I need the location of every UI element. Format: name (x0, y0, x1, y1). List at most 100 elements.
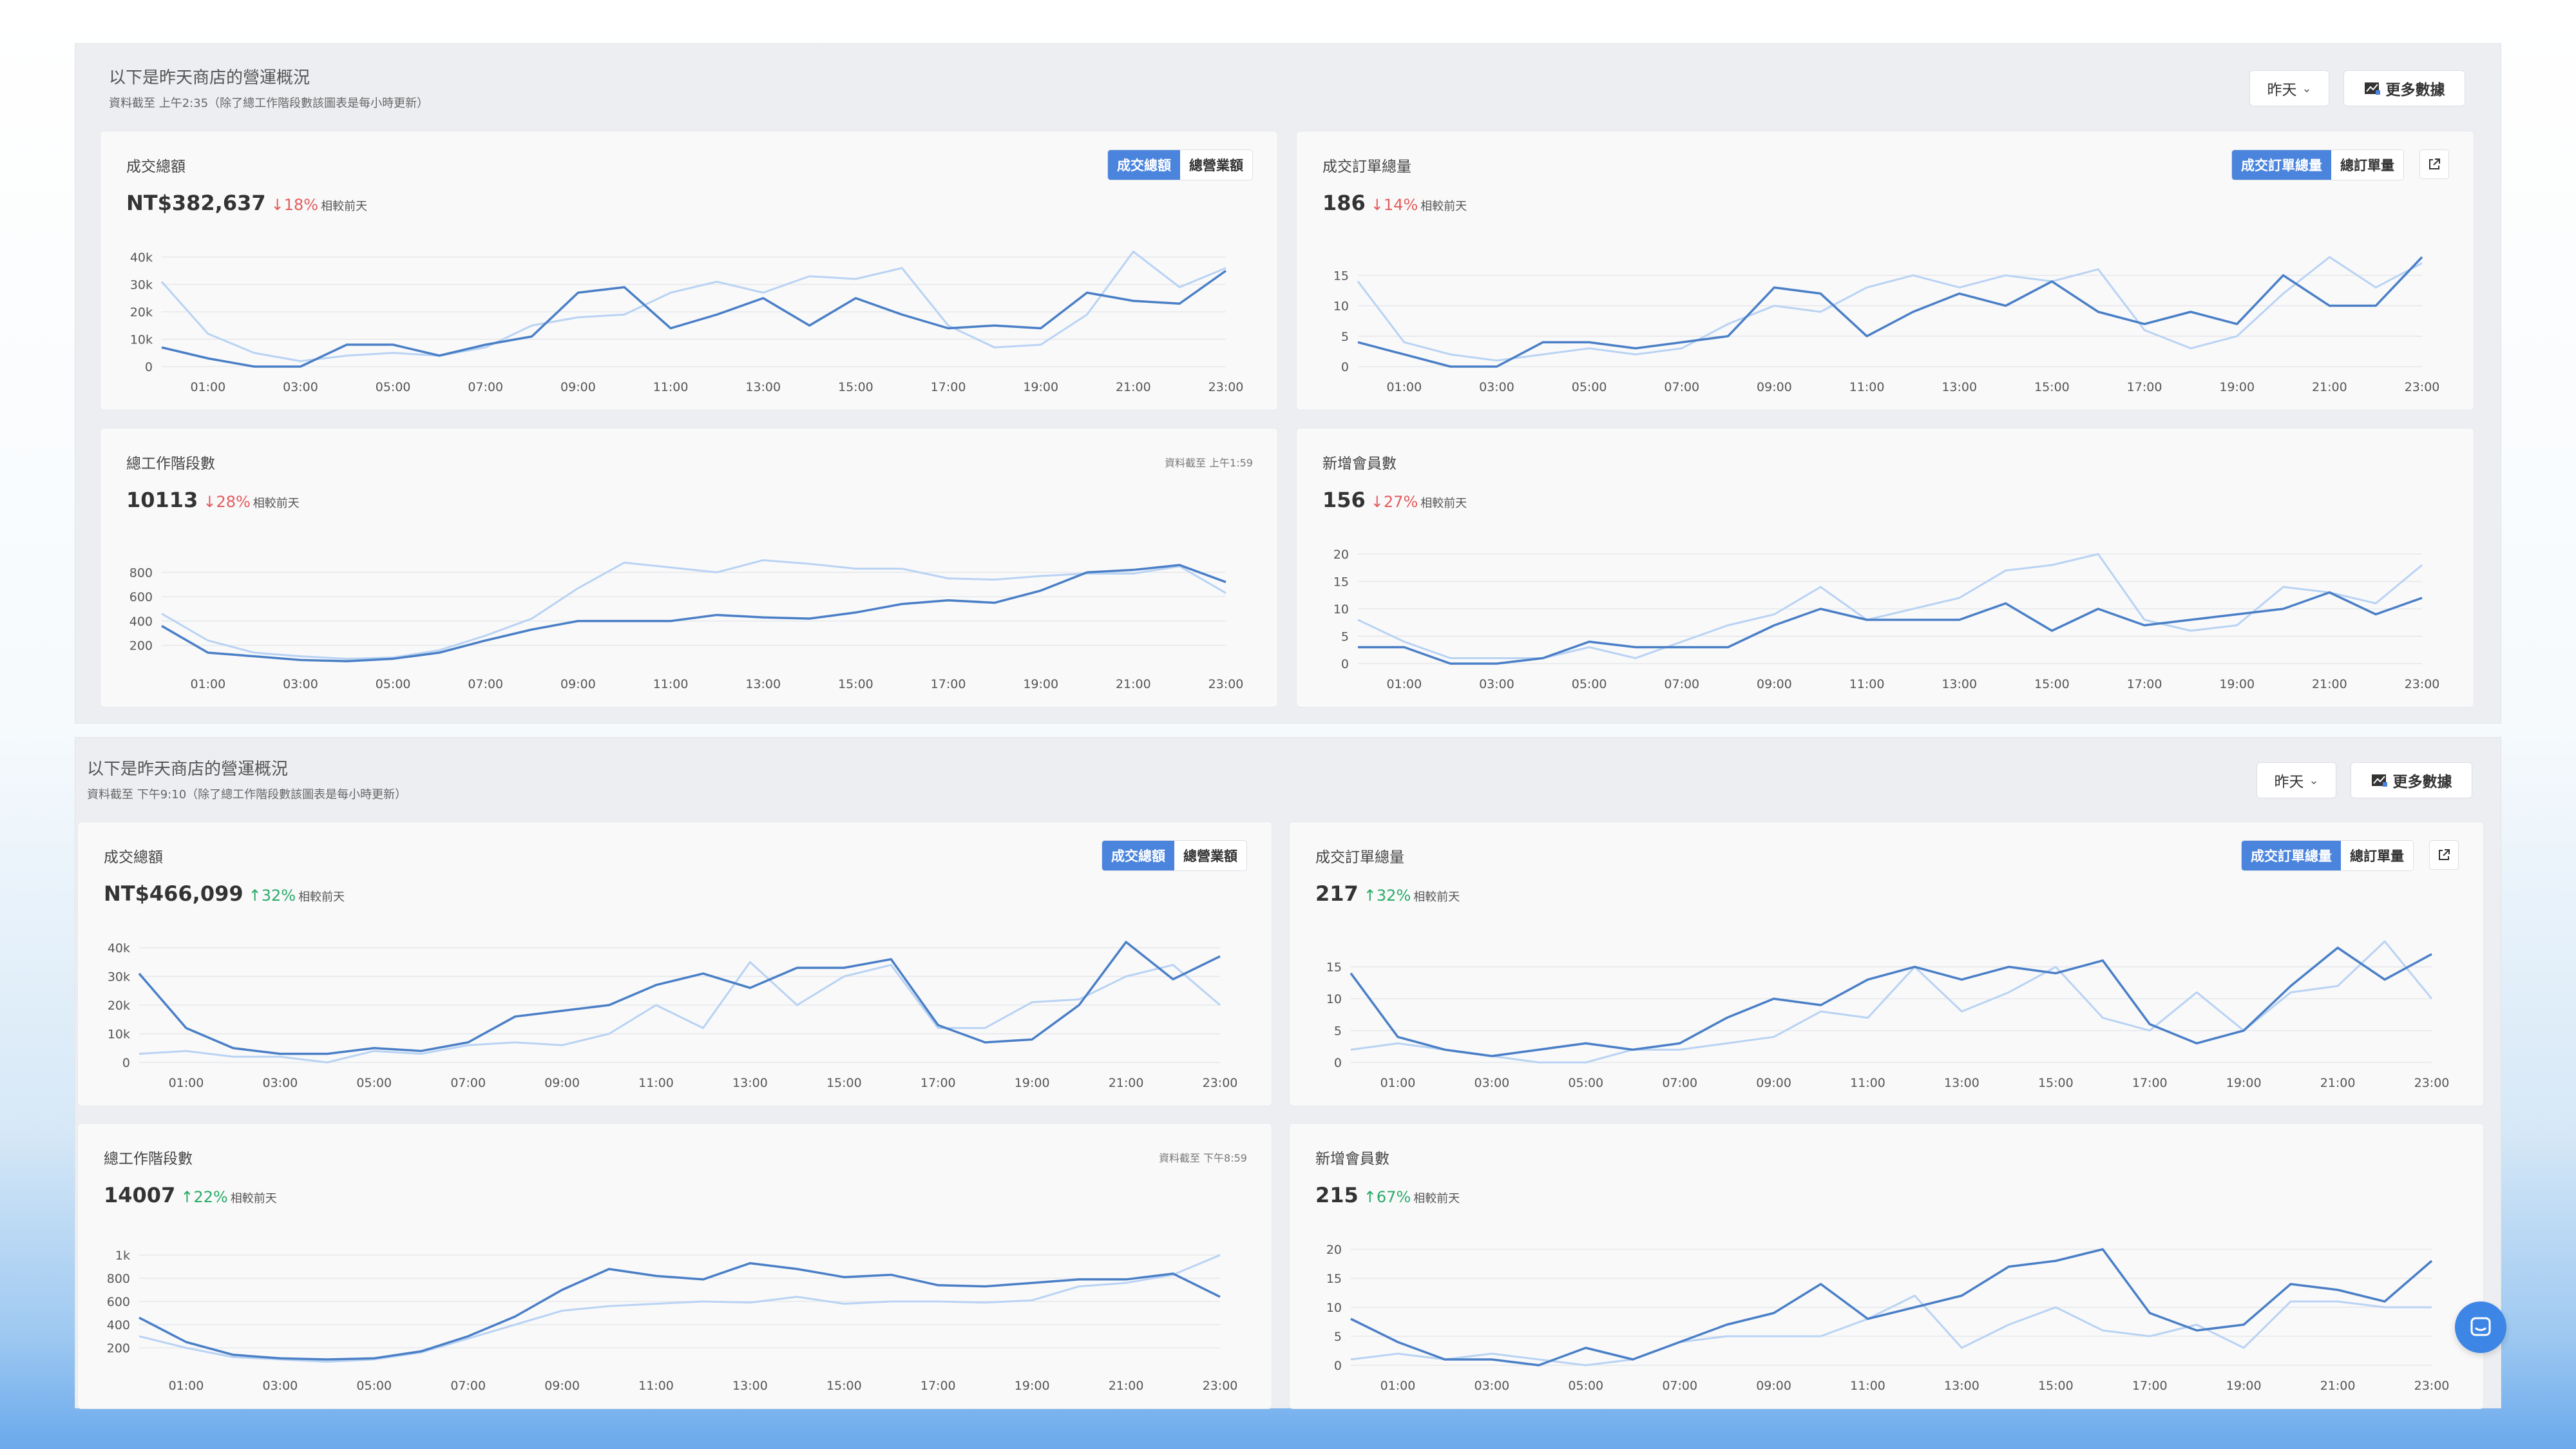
compare-label: 相較前天 (1413, 890, 1460, 904)
toggle-total-orders[interactable]: 總訂單量 (2331, 150, 2403, 180)
series-line-previous (161, 559, 1226, 660)
compare-label: 相較前天 (1420, 200, 1467, 213)
x-tick-label: 23:00 (1208, 677, 1244, 691)
y-tick-label: 40k (130, 251, 153, 265)
orders-card: 成交訂單總量 186 ↓14% 相較前天 成交訂單總量 總訂單量 0 5 10 15 01:… (1296, 131, 2474, 410)
y-tick-label: 0 (1341, 657, 1349, 671)
period-select-label: 昨天 (2267, 82, 2297, 99)
card-value-row: 186 ↓14% 相較前天 (1322, 191, 1467, 215)
external-link-button[interactable] (2429, 840, 2459, 870)
x-tick-label: 05:00 (1568, 1076, 1603, 1090)
y-tick-label: 15 (1333, 269, 1349, 283)
x-tick-label: 21:00 (1109, 1076, 1144, 1090)
x-tick-label: 17:00 (2132, 1379, 2168, 1393)
y-tick-label: 30k (108, 970, 130, 984)
series-line-current (1350, 946, 2432, 1057)
more-data-label: 更多數據 (2392, 774, 2452, 791)
change-badge: ↑22% (180, 1188, 228, 1206)
card-title: 成交總額 (104, 849, 163, 866)
more-data-button[interactable]: 更多數據 (2351, 762, 2472, 798)
y-tick-label: 5 (1341, 330, 1349, 344)
new-members-card: 新增會員數 156 ↓27% 相較前天 0 5 10 15 20 01:00 03:00 05:0… (1296, 428, 2474, 707)
x-tick-label: 09:00 (560, 380, 596, 394)
card-value-row: NT$382,637 ↓18% 相較前天 (126, 191, 367, 215)
x-tick-label: 03:00 (262, 1076, 298, 1090)
series-line-current (138, 941, 1221, 1055)
x-tick-label: 19:00 (1015, 1076, 1050, 1090)
line-chart: 0 10k 20k 30k 40k 01:00 03:00 05:00 07:00 09:00 11… (108, 941, 1237, 1090)
compare-label: 相較前天 (230, 1192, 277, 1205)
y-tick-label: 400 (129, 615, 153, 629)
y-tick-label: 1k (115, 1249, 130, 1263)
change-badge: ↓28% (203, 493, 251, 511)
y-tick-label: 20 (1326, 1243, 1342, 1257)
period-select[interactable]: 昨天 ⌄ (2249, 70, 2329, 106)
toggle-total-orders[interactable]: 總訂單量 (2341, 841, 2413, 870)
x-tick-label: 19:00 (2219, 677, 2255, 691)
chevron-down-icon: ⌄ (2302, 81, 2312, 95)
toggle-completed-orders[interactable]: 成交訂單總量 (2232, 150, 2331, 180)
more-data-label: 更多數據 (2385, 82, 2445, 99)
y-tick-label: 15 (1326, 961, 1342, 975)
x-tick-label: 13:00 (1944, 1076, 1980, 1090)
series-line-current (138, 1262, 1221, 1361)
gridlines (162, 256, 1226, 367)
chat-launcher-button[interactable] (2455, 1301, 2506, 1353)
y-tick-label: 200 (107, 1341, 130, 1356)
x-tick-label: 03:00 (1479, 677, 1514, 691)
card-title: 新增會員數 (1315, 1151, 1389, 1167)
line-chart: 0 5 10 15 01:00 03:00 05:00 07:00 09:00 11:00 13:0… (1333, 256, 2439, 394)
gridlines (139, 947, 1220, 1063)
x-tick-label: 09:00 (1756, 1076, 1791, 1090)
x-tick-label: 05:00 (356, 1379, 392, 1393)
card-value: NT$466,099 (104, 881, 243, 906)
card-value: 215 (1315, 1183, 1359, 1207)
change-badge: ↑32% (1363, 887, 1411, 905)
x-tick-label: 07:00 (1664, 677, 1699, 691)
y-tick-label: 10k (108, 1028, 130, 1042)
x-tick-label: 11:00 (1850, 1076, 1885, 1090)
more-data-button[interactable]: 更多數據 (2343, 70, 2465, 106)
toggle-gmv[interactable]: 成交總額 (1108, 150, 1180, 180)
x-tick-label: 03:00 (1474, 1379, 1509, 1393)
toggle-gmv[interactable]: 成交總額 (1102, 841, 1174, 870)
x-tick-label: 03:00 (283, 380, 318, 394)
x-tick-label: 21:00 (2320, 1379, 2356, 1393)
x-tick-label: 15:00 (2034, 677, 2070, 691)
y-tick-label: 20 (1333, 548, 1349, 562)
x-tick-label: 19:00 (1023, 677, 1058, 691)
toggle-revenue[interactable]: 總營業額 (1174, 841, 1246, 870)
compare-label: 相較前天 (1420, 497, 1467, 510)
x-tick-label: 01:00 (190, 677, 225, 691)
y-tick-label: 0 (122, 1056, 130, 1070)
card-title: 成交訂單總量 (1322, 158, 1411, 175)
external-link-button[interactable] (2419, 149, 2449, 179)
compare-label: 相較前天 (253, 497, 300, 510)
x-tick-label: 05:00 (356, 1076, 392, 1090)
x-tick-label: 17:00 (921, 1076, 956, 1090)
card-value-row: 215 ↑67% 相較前天 (1315, 1183, 1460, 1207)
x-tick-label: 11:00 (638, 1379, 674, 1393)
x-tick-label: 17:00 (2127, 380, 2162, 394)
x-tick-label: 05:00 (1572, 677, 1607, 691)
card-title: 成交訂單總量 (1315, 849, 1404, 866)
x-tick-label: 09:00 (544, 1076, 580, 1090)
x-tick-label: 11:00 (1849, 677, 1885, 691)
chart-report-icon (2371, 774, 2387, 787)
external-link-icon (2439, 849, 2450, 860)
card-value: 217 (1315, 881, 1359, 906)
toggle-revenue[interactable]: 總營業額 (1180, 150, 1252, 180)
y-tick-label: 800 (129, 566, 153, 580)
x-tick-label: 13:00 (1944, 1379, 1980, 1393)
y-tick-label: 10 (1326, 1301, 1342, 1315)
chevron-down-icon: ⌄ (2309, 773, 2319, 787)
toggle-completed-orders[interactable]: 成交訂單總量 (2242, 841, 2341, 870)
x-tick-label: 15:00 (2038, 1379, 2074, 1393)
period-select[interactable]: 昨天 ⌄ (2256, 762, 2336, 798)
y-tick-label: 5 (1334, 1330, 1342, 1344)
sessions-card: 總工作階段數 10113 ↓28% 相較前天 資料截至 上午1:59 200 400 6… (100, 428, 1278, 707)
card-value-row: 14007 ↑22% 相較前天 (104, 1183, 277, 1207)
x-tick-label: 05:00 (1572, 380, 1607, 394)
panel-title: 以下是昨天商店的營運概況 (109, 68, 310, 88)
line-chart: 0 5 10 15 20 01:00 03:00 05:00 07:00 09:00 11:00 13… (1326, 1243, 2450, 1393)
